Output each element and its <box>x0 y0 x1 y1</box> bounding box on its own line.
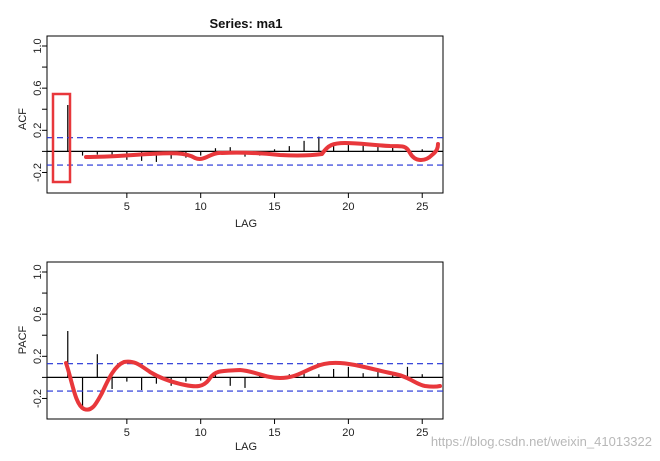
acf-x-tick-label: 10 <box>195 201 207 213</box>
pacf-plot-frame <box>46 261 444 420</box>
acf-y-axis-label: ACF <box>17 108 29 130</box>
acf-y-tick-label: 0.6 <box>32 81 44 96</box>
pacf-y-tick-label: 0.2 <box>32 349 44 364</box>
pacf-panel: LAG PACF 5 10 15 20 25 -0.2 0.2 0.6 1.0 <box>17 261 444 453</box>
pacf-y-tick-label: 0.6 <box>32 307 44 322</box>
acf-y-tick-label: 0.2 <box>32 123 44 138</box>
pacf-annotation-curve <box>64 359 442 412</box>
acf-annotation-curve <box>84 141 440 162</box>
acf-x-tick-label: 20 <box>342 201 354 213</box>
pacf-x-tick-label: 10 <box>195 427 207 439</box>
pacf-x-tick-label: 20 <box>342 427 354 439</box>
pacf-x-tick-label: 25 <box>416 427 428 439</box>
acf-panel: Series: ma1 LAG ACF 5 10 15 20 25 -0.2 0.2 0.6… <box>17 16 444 230</box>
acf-chart-title: Series: ma1 <box>210 16 283 31</box>
pacf-x-tick-label: 15 <box>268 427 280 439</box>
lag1-highlight-box <box>51 92 72 184</box>
pacf-y-tick-label: -0.2 <box>32 389 44 408</box>
pacf-x-axis-label: LAG <box>235 441 257 453</box>
pacf-x-tick-label: 5 <box>124 427 130 439</box>
watermark-text: https://blog.csdn.net/weixin_41013322 <box>431 434 652 449</box>
pacf-y-axis-label: PACF <box>17 325 29 354</box>
acf-x-tick-label: 5 <box>124 201 130 213</box>
acf-plot-frame <box>46 35 444 194</box>
acf-x-tick-label: 15 <box>268 201 280 213</box>
acf-y-tick-label: 1.0 <box>32 38 44 53</box>
acf-y-tick-label: -0.2 <box>32 163 44 182</box>
pacf-y-tick-label: 1.0 <box>32 264 44 279</box>
acf-x-tick-label: 25 <box>416 201 428 213</box>
acf-x-axis-label: LAG <box>235 218 257 230</box>
